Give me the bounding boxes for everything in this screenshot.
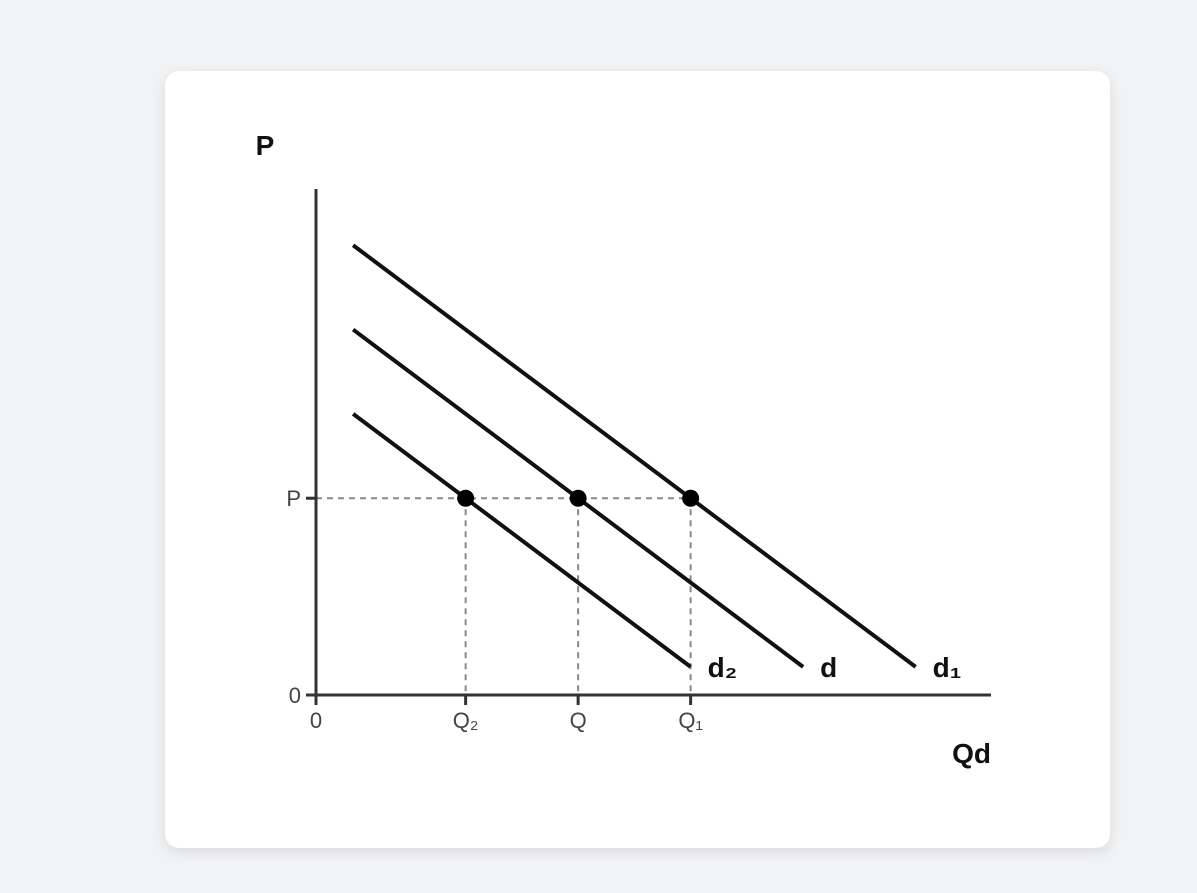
equilibrium-point-d	[569, 489, 587, 507]
y-tick-label: P	[286, 486, 301, 511]
x-axis-title: Qd	[952, 738, 991, 769]
x-tick-label: Q₁	[678, 708, 703, 733]
equilibrium-point-d1	[682, 489, 700, 507]
demand-curve-d1	[351, 243, 917, 669]
curve-label-d: d	[820, 652, 837, 683]
equilibrium-point-d2	[457, 489, 475, 507]
x-tick-label: Q	[570, 708, 587, 733]
curve-label-d2: d₂	[708, 652, 738, 683]
curve-label-d1: d₁	[933, 652, 962, 683]
x-tick-label: 0	[310, 708, 322, 733]
x-tick-label: Q₂	[453, 708, 479, 733]
chart-card: P Qd 0 P 0 Q₂ Q Q₁ d₂ d d₁	[165, 71, 1110, 848]
y-tick-label: 0	[289, 683, 301, 708]
y-axis-title: P	[256, 130, 275, 161]
demand-curve-d2	[351, 412, 692, 669]
